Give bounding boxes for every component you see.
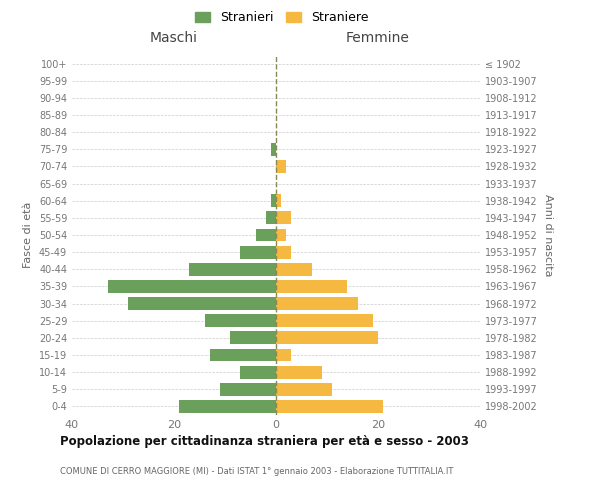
Bar [276,383,332,396]
Bar [276,314,373,327]
Y-axis label: Fasce di età: Fasce di età [23,202,33,268]
Bar [276,366,322,378]
Bar [210,348,276,362]
Legend: Stranieri, Straniere: Stranieri, Straniere [190,6,374,29]
Bar [240,366,276,378]
Text: COMUNE DI CERRO MAGGIORE (MI) - Dati ISTAT 1° gennaio 2003 - Elaborazione TUTTIT: COMUNE DI CERRO MAGGIORE (MI) - Dati IST… [60,468,454,476]
Text: Popolazione per cittadinanza straniera per età e sesso - 2003: Popolazione per cittadinanza straniera p… [60,435,469,448]
Bar [230,332,276,344]
Bar [220,383,276,396]
Bar [276,160,286,173]
Text: Femmine: Femmine [346,30,410,44]
Bar [276,400,383,413]
Text: Maschi: Maschi [150,30,198,44]
Bar [276,348,292,362]
Bar [276,212,292,224]
Bar [276,280,347,293]
Bar [179,400,276,413]
Bar [240,246,276,258]
Bar [108,280,276,293]
Bar [276,246,292,258]
Bar [266,212,276,224]
Y-axis label: Anni di nascita: Anni di nascita [543,194,553,276]
Bar [128,297,276,310]
Bar [256,228,276,241]
Bar [190,263,276,276]
Bar [276,228,286,241]
Bar [276,332,378,344]
Bar [276,263,312,276]
Bar [271,143,276,156]
Bar [276,297,358,310]
Bar [205,314,276,327]
Bar [276,194,281,207]
Bar [271,194,276,207]
